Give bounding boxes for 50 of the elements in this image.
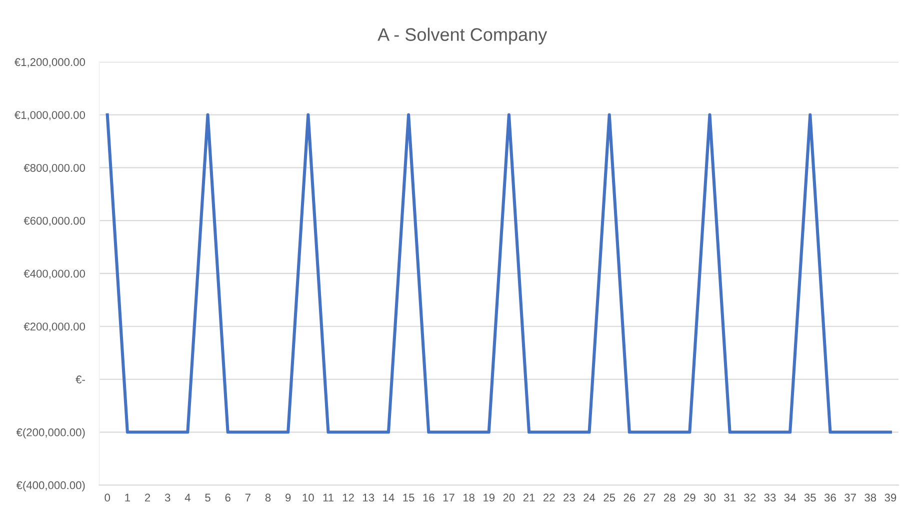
x-tick-label: 5 [205, 494, 210, 502]
y-tick-label: €600,000.00 [24, 216, 86, 226]
x-tick-label: 23 [564, 494, 575, 502]
x-tick-label: 37 [844, 494, 856, 502]
x-tick-label: 22 [543, 494, 555, 502]
x-tick-label: 0 [104, 494, 110, 502]
x-tick-label: 19 [484, 494, 495, 502]
x-tick-label: 17 [443, 494, 454, 502]
x-tick-label: 33 [764, 494, 776, 502]
x-tick-label: 3 [164, 494, 170, 502]
y-tick-label: €200,000.00 [24, 322, 86, 332]
y-tick-label: €1,200,000.00 [14, 58, 86, 68]
y-tick-label: €800,000.00 [24, 164, 86, 174]
x-tick-label: 8 [265, 494, 271, 502]
x-tick-label: 7 [245, 494, 250, 502]
x-tick-label: 20 [503, 494, 515, 502]
y-tick-label: €(400,000.00) [16, 481, 85, 492]
x-tick-label: 11 [323, 494, 334, 502]
y-tick-label: €1,000,000.00 [14, 111, 86, 120]
x-tick-label: 32 [744, 494, 756, 502]
x-tick-label: 14 [383, 494, 394, 502]
x-tick-label: 30 [704, 494, 716, 502]
x-tick-label: 29 [684, 494, 696, 502]
x-tick-label: 35 [804, 494, 816, 502]
x-tick-label: 12 [342, 494, 354, 502]
y-tick-label: €- [76, 376, 85, 384]
y-tick-label: €400,000.00 [24, 270, 86, 279]
x-tick-label: 24 [584, 494, 596, 502]
x-tick-label: 15 [403, 494, 414, 502]
x-tick-label: 4 [184, 494, 190, 502]
x-tick-label: 28 [664, 494, 676, 502]
x-tick-label: 16 [423, 494, 434, 502]
x-tick-label: 21 [523, 494, 535, 502]
x-tick-label: 6 [225, 494, 230, 502]
x-tick-label: 2 [144, 494, 150, 502]
x-tick-label: 10 [302, 494, 314, 502]
x-tick-label: 1 [125, 494, 130, 502]
x-tick-label: 39 [884, 494, 896, 502]
x-tick-label: 27 [644, 494, 656, 502]
x-tick-label: 31 [724, 494, 736, 502]
y-tick-label: €(200,000.00) [16, 428, 85, 438]
x-tick-label: 9 [286, 494, 291, 502]
x-tick-label: 38 [864, 494, 876, 502]
x-tick-label: 18 [463, 494, 474, 502]
chart-title: A - Solvent Company [378, 28, 548, 45]
x-tick-label: 13 [363, 494, 374, 502]
x-tick-label: 34 [784, 494, 796, 502]
x-tick-label: 36 [824, 494, 836, 502]
x-tick-label: 25 [604, 494, 616, 502]
x-tick-label: 26 [624, 494, 636, 502]
